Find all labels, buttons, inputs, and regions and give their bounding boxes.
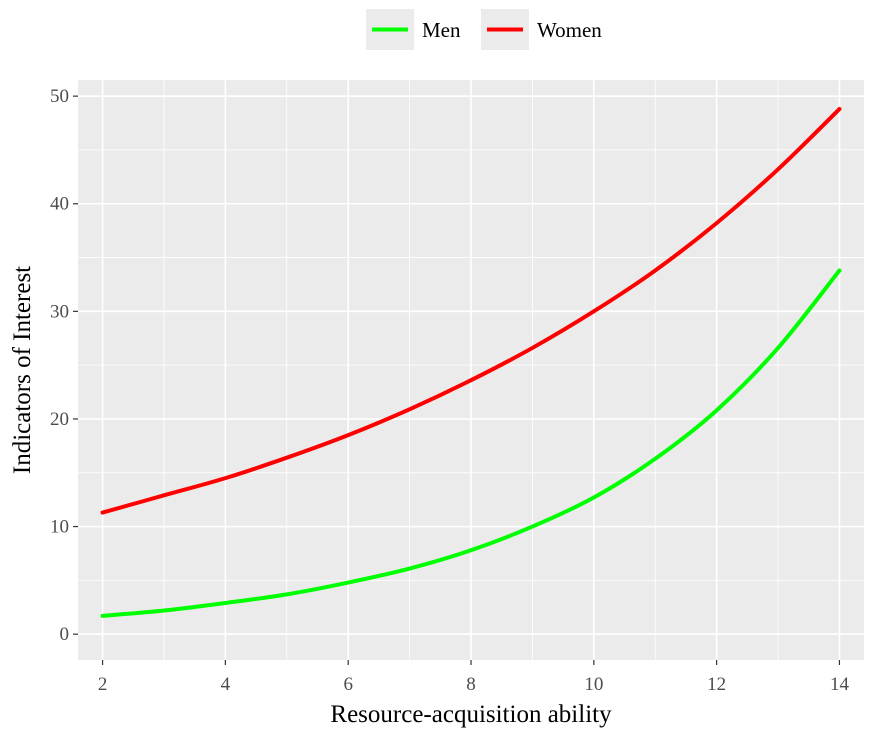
x-tick-label: 8 bbox=[466, 674, 476, 695]
series-line-men bbox=[100, 268, 842, 618]
y-tick-label: 10 bbox=[50, 517, 69, 538]
y-tick-label: 40 bbox=[50, 194, 69, 215]
y-axis-title: Indicators of Interest bbox=[9, 266, 36, 474]
y-tick-label: 30 bbox=[50, 301, 69, 322]
legend-label-women: Women bbox=[537, 18, 602, 42]
x-tick-label: 4 bbox=[221, 674, 231, 695]
x-tick-label: 12 bbox=[707, 674, 726, 695]
x-axis-tick-labels: 2 4 6 8 10 12 14 bbox=[98, 674, 850, 695]
legend: Men Women bbox=[366, 9, 602, 50]
major-gridlines bbox=[78, 80, 864, 660]
axis-ticks bbox=[73, 95, 841, 665]
y-tick-label: 20 bbox=[50, 409, 69, 430]
series-lines bbox=[100, 107, 842, 618]
legend-label-men: Men bbox=[422, 18, 461, 42]
y-tick-label: 50 bbox=[50, 86, 69, 107]
x-tick-label: 2 bbox=[98, 674, 108, 695]
y-tick-label: 0 bbox=[60, 624, 70, 645]
x-tick-label: 6 bbox=[343, 674, 353, 695]
series-line-women bbox=[100, 107, 842, 515]
x-tick-label: 10 bbox=[584, 674, 603, 695]
x-axis-title: Resource-acquisition ability bbox=[330, 701, 612, 728]
x-tick-label: 14 bbox=[830, 674, 850, 695]
y-axis-tick-labels: 0 10 20 30 40 50 bbox=[50, 86, 69, 645]
